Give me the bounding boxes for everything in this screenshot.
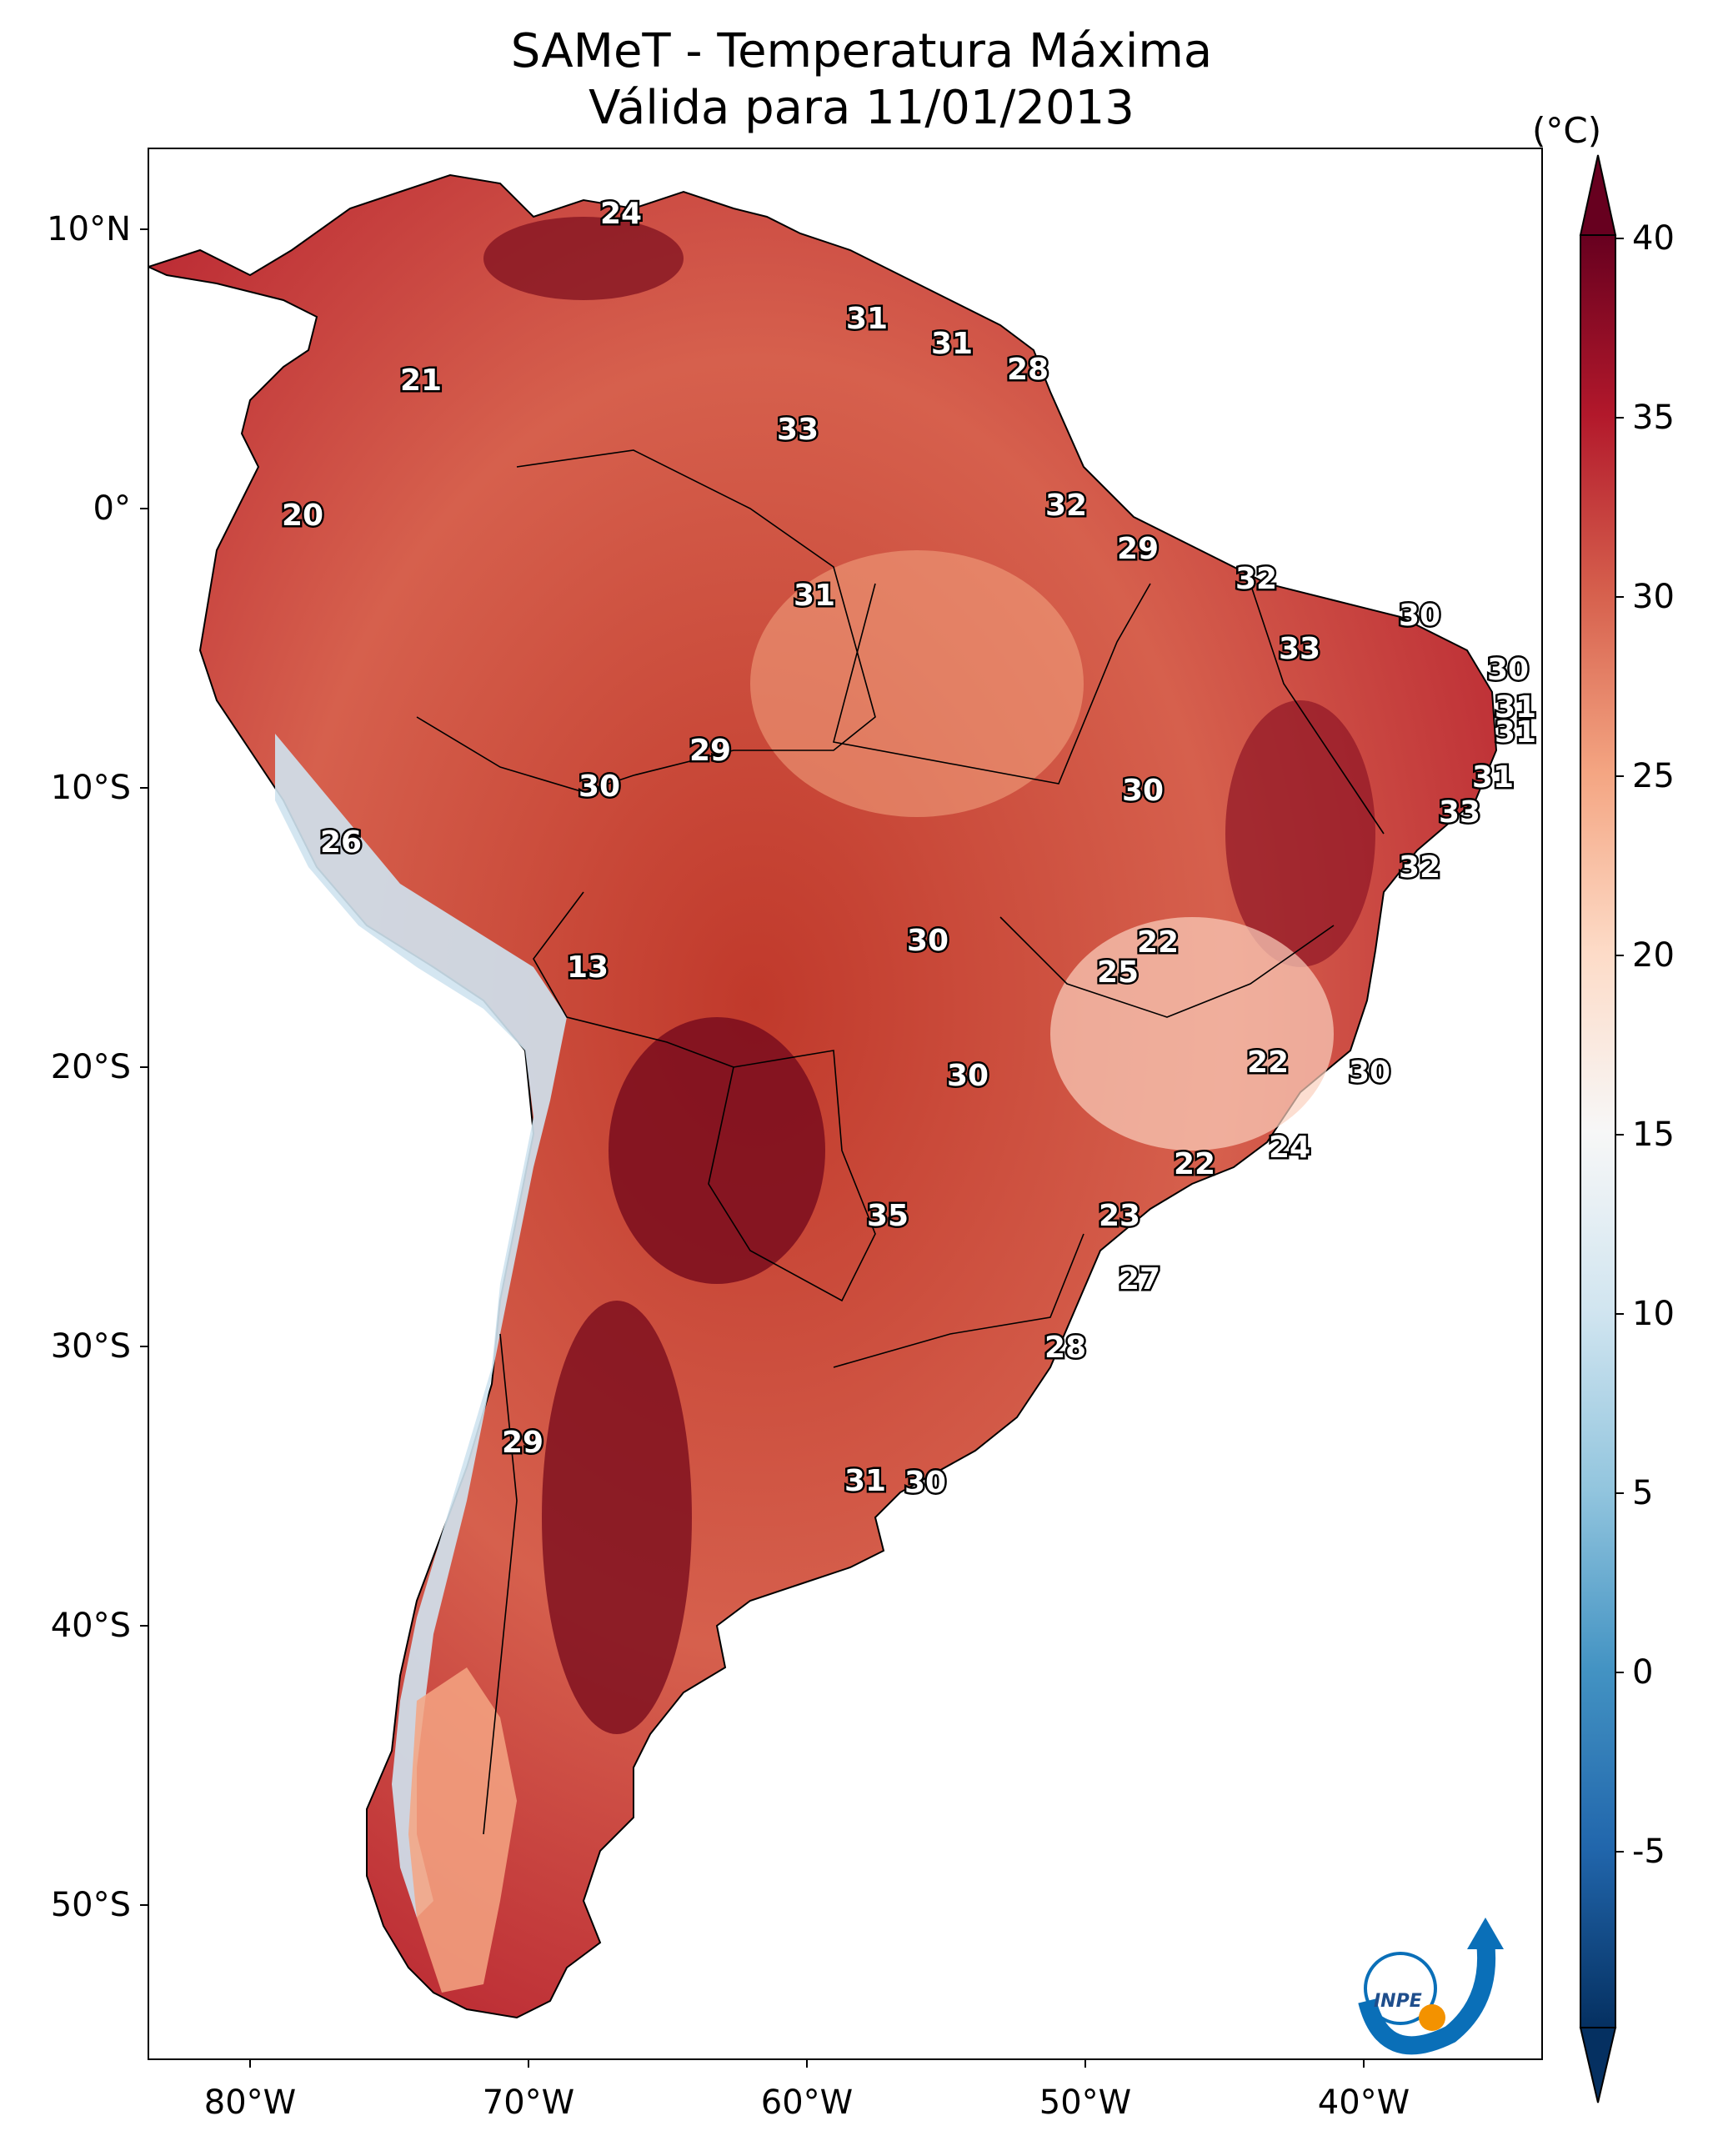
isotherm-label: 29 xyxy=(502,1426,543,1460)
isotherm-label: 23 xyxy=(1099,1199,1140,1233)
title-line-1: SAMeT - Temperatura Máxima xyxy=(510,24,1213,78)
llanos-hot-core xyxy=(483,217,684,300)
isotherm-labels: 24 31 31 28 21 33 20 32 29 31 32 30 33 3… xyxy=(280,195,1539,1502)
lat-label-50s: 50°S xyxy=(50,1886,131,1924)
isotherm-label: 28 xyxy=(1007,353,1049,387)
colorbar-tick-30: 30 xyxy=(1632,578,1675,616)
lon-label-40w: 40°W xyxy=(1317,2083,1410,2122)
chaco-hot-core xyxy=(609,1017,825,1284)
isotherm-label: 30 xyxy=(1349,1055,1390,1090)
isotherm-label: 32 xyxy=(1045,489,1087,523)
colorbar-tick-5: 5 xyxy=(1632,1474,1654,1512)
isotherm-label: 31 xyxy=(931,327,973,361)
andes-cold-band xyxy=(275,734,567,1918)
isotherm-label: 30 xyxy=(1122,774,1164,808)
colorbar-tick-minus5: -5 xyxy=(1632,1833,1665,1871)
isotherm-label: 32 xyxy=(1235,562,1277,596)
lon-label-80w: 80°W xyxy=(203,2083,297,2122)
isotherm-label: 33 xyxy=(1279,632,1320,666)
colorbar-tick-35: 35 xyxy=(1632,399,1675,437)
colorbar-min-arrow xyxy=(1579,2027,1617,2103)
isotherm-label: 33 xyxy=(777,413,819,447)
colorbar-max-arrow xyxy=(1579,154,1617,236)
colorbar xyxy=(1579,154,1624,2103)
colorbar-tick-25: 25 xyxy=(1632,757,1675,795)
isotherm-label: 30 xyxy=(579,770,620,804)
isotherm-label: 29 xyxy=(1117,532,1159,566)
isotherm-label: 21 xyxy=(400,364,442,398)
southeast-mild-zone xyxy=(1050,917,1334,1151)
pampas-hot-core xyxy=(542,1301,692,1734)
inpe-logo-text: INPE xyxy=(1374,1991,1422,2012)
isotherm-label: 31 xyxy=(1495,690,1536,725)
isotherm-label: 22 xyxy=(1174,1147,1215,1181)
isotherm-label: 22 xyxy=(1137,925,1179,960)
colorbar-tick-20: 20 xyxy=(1632,936,1675,975)
colorbar-gradient xyxy=(1580,234,1616,2028)
isotherm-label: 25 xyxy=(1097,955,1139,990)
isotherm-label: 13 xyxy=(567,950,609,985)
colorbar-tick-15: 15 xyxy=(1632,1116,1675,1154)
patagonia-cool xyxy=(408,1667,517,1993)
colorbar-tick-10: 10 xyxy=(1632,1295,1675,1333)
isotherm-label: 24 xyxy=(600,197,642,231)
isotherm-label: 30 xyxy=(907,924,949,958)
lon-label-60w: 60°W xyxy=(760,2083,854,2122)
lat-label-10s: 10°S xyxy=(50,769,131,807)
isotherm-label: 31 xyxy=(1472,760,1514,795)
isotherm-label: 30 xyxy=(1487,653,1529,687)
isotherm-label: 28 xyxy=(1044,1331,1086,1365)
isotherm-label: 24 xyxy=(1269,1131,1310,1165)
colorbar-tick-0: 0 xyxy=(1632,1653,1654,1692)
lon-label-50w: 50°W xyxy=(1039,2083,1132,2122)
isotherm-label: 29 xyxy=(689,734,731,768)
isotherm-label: 31 xyxy=(1495,715,1536,750)
lat-label-10n: 10°N xyxy=(47,210,131,248)
lat-label-20s: 20°S xyxy=(50,1048,131,1086)
lat-label-40s: 40°S xyxy=(50,1607,131,1645)
isotherm-label: 30 xyxy=(1399,599,1440,633)
lat-label-0: 0° xyxy=(93,489,131,528)
isotherm-label: 32 xyxy=(1399,850,1440,885)
isotherm-label: 35 xyxy=(867,1199,909,1233)
isotherm-label: 27 xyxy=(1119,1262,1160,1296)
isotherm-label: 30 xyxy=(947,1059,989,1093)
country-borders xyxy=(416,449,1385,1835)
title-line-2: Válida para 11/01/2013 xyxy=(589,81,1134,135)
lat-label-30s: 30°S xyxy=(50,1327,131,1366)
isotherm-label: 31 xyxy=(794,579,835,613)
lon-label-70w: 70°W xyxy=(482,2083,575,2122)
isotherm-label: 31 xyxy=(846,302,888,336)
northeast-hot-core xyxy=(1225,700,1375,967)
isotherm-label: 26 xyxy=(320,825,362,860)
inpe-logo xyxy=(1358,1918,1504,2055)
isotherm-label: 31 xyxy=(844,1464,886,1498)
axis-ticks xyxy=(140,228,1365,2068)
isotherm-label: 30 xyxy=(904,1466,946,1500)
isotherm-label: 20 xyxy=(282,499,323,533)
isotherm-label: 22 xyxy=(1247,1045,1289,1080)
colorbar-unit: (°C) xyxy=(1532,110,1602,151)
isotherm-label: 33 xyxy=(1439,795,1480,830)
colorbar-tick-40: 40 xyxy=(1632,219,1675,258)
map-title: SAMeT - Temperatura Máxima Válida para 1… xyxy=(0,23,1723,137)
